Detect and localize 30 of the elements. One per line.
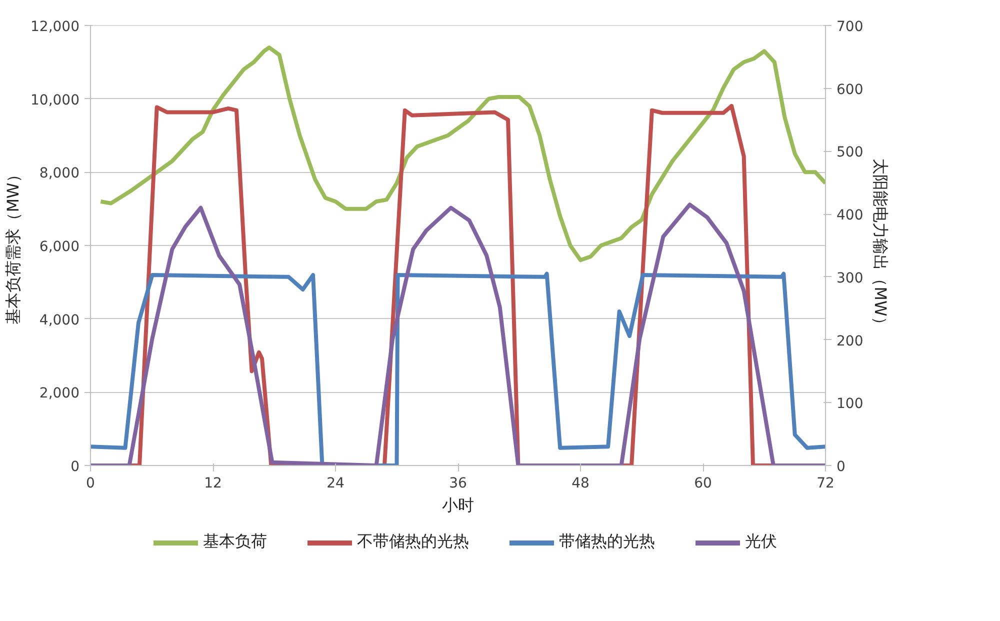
y-axis-title: 基本负荷需求（MW）	[4, 166, 23, 324]
y2-tick-label: 0	[836, 459, 846, 475]
y-tick-label: 4,000	[39, 312, 80, 328]
y2-tick-label: 100	[836, 396, 864, 412]
y2-tick-label: 500	[836, 144, 864, 161]
x-tick-label: 48	[572, 476, 590, 492]
y-tick-label: 2,000	[39, 386, 80, 402]
x-tick-label: 60	[694, 476, 712, 492]
legend-label: 带储热的光热	[559, 532, 655, 552]
x-tick-label: 24	[326, 476, 344, 492]
x-tick-label: 0	[86, 476, 95, 492]
y-tick-label: 12,000	[30, 19, 80, 35]
x-tick-label: 72	[816, 476, 834, 492]
x-tick-label: 12	[204, 476, 222, 492]
y2-tick-label: 400	[836, 208, 864, 224]
legend-label: 光伏	[745, 532, 777, 552]
y2-tick-label: 700	[836, 19, 864, 35]
y-tick-label: 10,000	[30, 92, 80, 108]
x-tick-label: 36	[449, 476, 467, 492]
y2-tick-label: 600	[836, 82, 864, 98]
legend-label: 不带储热的光热	[357, 532, 469, 552]
y-tick-label: 0	[70, 459, 80, 475]
y-tick-label: 8,000	[39, 166, 80, 182]
legend-label: 基本负荷	[203, 532, 267, 552]
x-axis-title: 小时	[442, 496, 474, 514]
y2-tick-label: 200	[836, 333, 864, 350]
y-tick-label: 6,000	[39, 239, 80, 255]
line-series	[98, 46, 826, 262]
y2-tick-label: 300	[836, 270, 864, 286]
y2-axis-title: 太阳能电力输出（MW）	[871, 158, 890, 332]
